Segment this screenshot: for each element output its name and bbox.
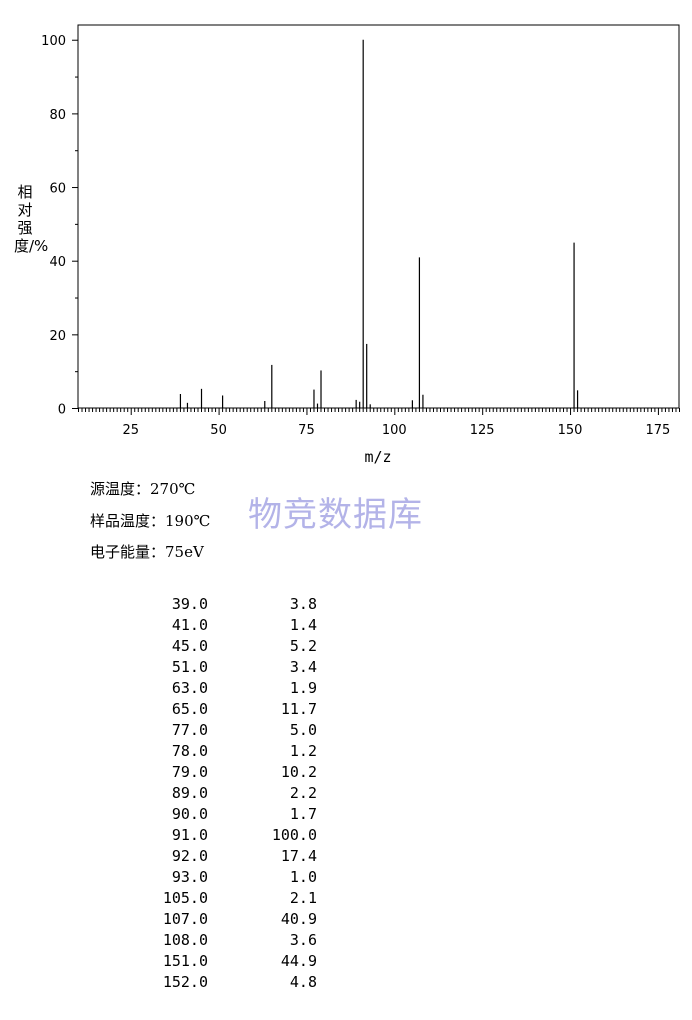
peak-intensity-value: 3.8 [289, 595, 317, 613]
sample-temperature: 样品温度：190℃ [90, 512, 211, 530]
peak-table-row: 152.0 4.8 [140, 972, 317, 993]
x-tick-label: 50 [210, 423, 227, 438]
peak-intensity-value: 4.8 [289, 973, 317, 991]
peak-mz-value: 89.0 [171, 784, 208, 802]
peak-table-row: 41.0 1.4 [140, 615, 317, 636]
peak-table-row: 79.0 10.2 [140, 762, 317, 783]
peak-intensity-value: 40.9 [280, 910, 317, 928]
y-tick-label: 20 [49, 329, 66, 344]
peak-intensity-value: 100.0 [271, 826, 317, 844]
y-tick-label: 80 [49, 108, 66, 123]
y-tick-label: 60 [49, 182, 66, 197]
peak-mz-value: 39.0 [171, 595, 208, 613]
peak-intensity-value: 1.9 [289, 679, 317, 697]
peak-table-row: 107.0 40.9 [140, 909, 317, 930]
peak-intensity-value: 1.7 [289, 805, 317, 823]
peak-table: 39.0 3.8 41.0 1.4 45.0 5.2 51.0 3.4 63.0 1.9 65.0 1… [140, 594, 317, 993]
peak-mz-value: 107.0 [162, 910, 208, 928]
y-tick-label: 0 [58, 403, 66, 418]
peak-intensity-value: 1.0 [289, 868, 317, 886]
x-tick-label: 100 [382, 423, 407, 438]
peak-intensity-value: 5.2 [289, 637, 317, 655]
peak-table-row: 91.0 100.0 [140, 825, 317, 846]
peak-mz-value: 92.0 [171, 847, 208, 865]
peak-intensity-value: 1.2 [289, 742, 317, 760]
peak-mz-value: 78.0 [171, 742, 208, 760]
peak-intensity-value: 44.9 [280, 952, 317, 970]
peak-mz-value: 77.0 [171, 721, 208, 739]
peak-intensity-value: 1.4 [289, 616, 317, 634]
peak-table-row: 90.0 1.7 [140, 804, 317, 825]
peak-mz-value: 45.0 [171, 637, 208, 655]
peak-mz-value: 79.0 [171, 763, 208, 781]
x-tick-label: 125 [470, 423, 495, 438]
peak-table-row: 65.0 11.7 [140, 699, 317, 720]
watermark: 物竞数据库 [248, 495, 423, 535]
peak-mz-value: 63.0 [171, 679, 208, 697]
peak-intensity-value: 2.1 [289, 889, 317, 907]
y-axis-label: 相对强度/% [14, 183, 49, 255]
peak-intensity-value: 2.2 [289, 784, 317, 802]
peak-mz-value: 93.0 [171, 868, 208, 886]
plot-frame [77, 24, 680, 409]
x-tick-label: 175 [645, 423, 670, 438]
peak-table-row: 89.0 2.2 [140, 783, 317, 804]
axis-ticks: 25 50 75 100 125 150 175 0 20 40 60 80 100 [41, 34, 680, 438]
peak-table-row: 108.0 3.6 [140, 930, 317, 951]
peak-bars [179, 39, 579, 408]
peak-table-row: 45.0 5.2 [140, 636, 317, 657]
peak-intensity-value: 3.6 [289, 931, 317, 949]
peak-mz-value: 151.0 [162, 952, 208, 970]
peak-mz-value: 90.0 [171, 805, 208, 823]
peak-mz-value: 41.0 [171, 616, 208, 634]
source-temperature: 源温度：270℃ [90, 480, 196, 498]
peak-intensity-value: 3.4 [289, 658, 317, 676]
peak-table-row: 51.0 3.4 [140, 657, 317, 678]
peak-mz-value: 65.0 [171, 700, 208, 718]
peak-mz-value: 51.0 [171, 658, 208, 676]
mass-spectrum-chart: 25 50 75 100 125 150 175 0 20 40 60 80 100 m/z [41, 24, 680, 466]
y-tick-label: 40 [49, 255, 66, 270]
peak-table-row: 39.0 3.8 [140, 594, 317, 615]
peak-table-row: 93.0 1.0 [140, 867, 317, 888]
peak-mz-value: 91.0 [171, 826, 208, 844]
peak-table-row: 78.0 1.2 [140, 741, 317, 762]
peak-intensity-value: 11.7 [280, 700, 317, 718]
y-tick-label: 100 [41, 34, 66, 49]
peak-table-row: 77.0 5.0 [140, 720, 317, 741]
electron-energy: 电子能量：75eV [90, 543, 204, 561]
x-axis-label: m/z [364, 448, 391, 466]
peak-intensity-value: 10.2 [280, 763, 317, 781]
peak-intensity-value: 5.0 [289, 721, 317, 739]
peak-intensity-value: 17.4 [280, 847, 317, 865]
peak-table-row: 105.0 2.1 [140, 888, 317, 909]
x-tick-label: 150 [558, 423, 583, 438]
x-tick-label: 25 [122, 423, 139, 438]
peak-table-row: 151.0 44.9 [140, 951, 317, 972]
peak-mz-value: 105.0 [162, 889, 208, 907]
x-tick-label: 75 [298, 423, 315, 438]
peak-mz-value: 152.0 [162, 973, 208, 991]
peak-table-row: 63.0 1.9 [140, 678, 317, 699]
peak-table-row: 92.0 17.4 [140, 846, 317, 867]
peak-mz-value: 108.0 [162, 931, 208, 949]
